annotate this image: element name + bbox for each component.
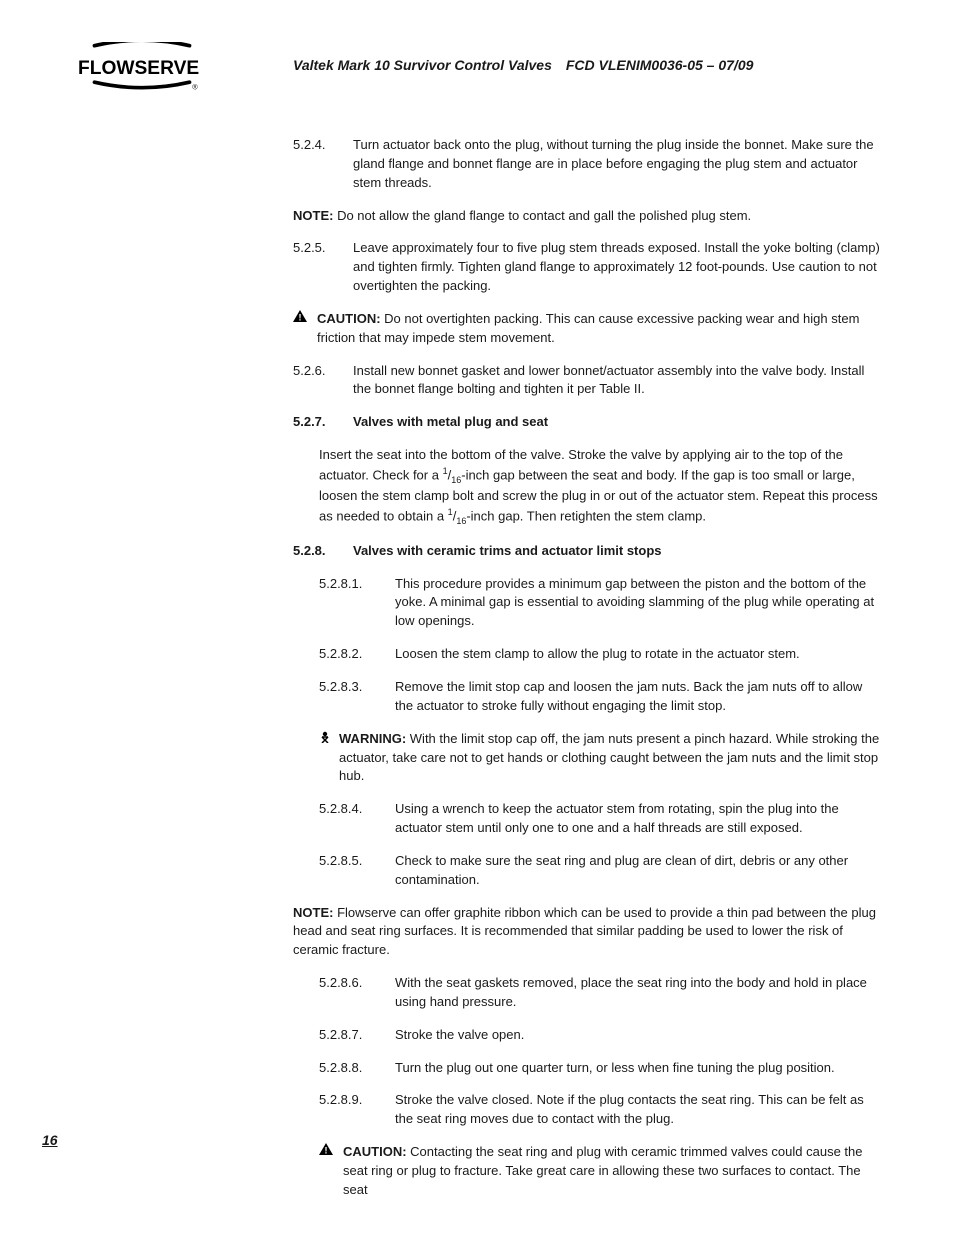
note-block: NOTE: Do not allow the gland flange to c… (293, 207, 883, 226)
svg-text:!: ! (299, 312, 302, 322)
subsection-number: 5.2.8.5. (319, 852, 395, 890)
warning-icon (319, 730, 339, 787)
section-paragraph: Insert the seat into the bottom of the v… (293, 446, 883, 528)
header-product: Valtek Mark 10 Survivor Control Valves (293, 57, 552, 73)
subsection-number: 5.2.8.6. (319, 974, 395, 1012)
caution-block: CAUTION: Contacting the seat ring and pl… (339, 1143, 883, 1200)
caution-text: Do not overtighten packing. This can cau… (317, 311, 859, 345)
section-number: 5.2.8. (293, 542, 353, 561)
note-block: NOTE: Flowserve can offer graphite ribbo… (293, 904, 883, 961)
note-label: NOTE: (293, 905, 333, 920)
caution-label: CAUTION: (317, 311, 381, 326)
header-doc: FCD VLENIM0036-05 – 07/09 (566, 57, 754, 73)
caution-label: CAUTION: (343, 1144, 407, 1159)
subsection-text: Check to make sure the seat ring and plu… (395, 852, 883, 890)
caution-icon: ! (319, 1143, 339, 1200)
section-text: Leave approximately four to five plug st… (353, 239, 883, 296)
warning-text: With the limit stop cap off, the jam nut… (339, 731, 879, 784)
subsection-text: Loosen the stem clamp to allow the plug … (395, 645, 883, 664)
subsection-number: 5.2.8.2. (319, 645, 395, 664)
section-number: 5.2.5. (293, 239, 353, 296)
subsection-number: 5.2.8.9. (319, 1091, 395, 1129)
note-text: Flowserve can offer graphite ribbon whic… (293, 905, 876, 958)
note-label: NOTE: (293, 208, 333, 223)
svg-text:®: ® (192, 83, 198, 92)
section-heading: Valves with ceramic trims and actuator l… (353, 542, 883, 561)
section-text: Install new bonnet gasket and lower bonn… (353, 362, 883, 400)
warning-label: WARNING: (339, 731, 406, 746)
subsection-number: 5.2.8.4. (319, 800, 395, 838)
section-heading: Valves with metal plug and seat (353, 413, 883, 432)
caution-icon: ! (293, 310, 313, 348)
caution-text: Contacting the seat ring and plug with c… (343, 1144, 863, 1197)
subsection-text: Stroke the valve closed. Note if the plu… (395, 1091, 883, 1129)
subsection-number: 5.2.8.7. (319, 1026, 395, 1045)
subsection-text: This procedure provides a minimum gap be… (395, 575, 883, 632)
subsection-text: Using a wrench to keep the actuator stem… (395, 800, 883, 838)
subsection-text: Turn the plug out one quarter turn, or l… (395, 1059, 883, 1078)
section-text: Turn actuator back onto the plug, withou… (353, 136, 883, 193)
section-number: 5.2.6. (293, 362, 353, 400)
subsection-text: Stroke the valve open. (395, 1026, 883, 1045)
subsection-text: With the seat gaskets removed, place the… (395, 974, 883, 1012)
subsection-number: 5.2.8.3. (319, 678, 395, 716)
subsection-text: Remove the limit stop cap and loosen the… (395, 678, 883, 716)
subsection-number: 5.2.8.8. (319, 1059, 395, 1078)
flowserve-logo: FLOWSERVE ® (78, 42, 206, 100)
page-header: Valtek Mark 10 Survivor Control Valves FC… (293, 57, 894, 73)
page-number: 16 (42, 1132, 58, 1148)
section-number: 5.2.4. (293, 136, 353, 193)
warning-block: WARNING: With the limit stop cap off, th… (339, 730, 883, 787)
section-number: 5.2.7. (293, 413, 353, 432)
body-content: 5.2.4. Turn actuator back onto the plug,… (293, 136, 883, 1214)
subsection-number: 5.2.8.1. (319, 575, 395, 632)
note-text: Do not allow the gland flange to contact… (333, 208, 751, 223)
svg-text:!: ! (325, 1146, 328, 1156)
logo-text: FLOWSERVE (78, 58, 199, 79)
caution-block: CAUTION: Do not overtighten packing. Thi… (313, 310, 883, 348)
